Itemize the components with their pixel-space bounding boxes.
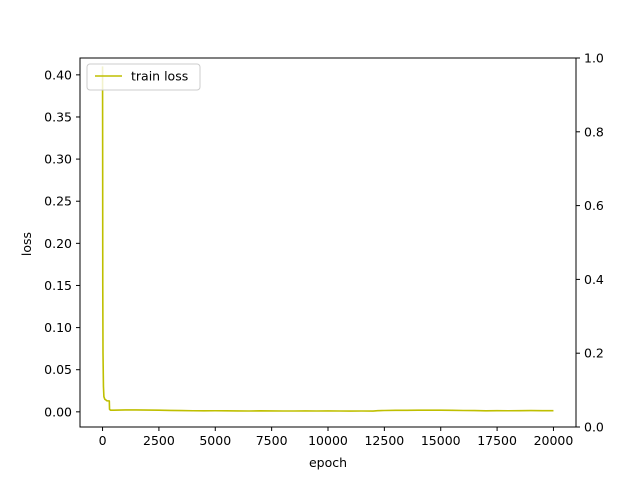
left-y-axis: 0.00 0.05 0.10 0.15 0.20 0.25 0.30 0.35 0.40 <box>44 67 80 419</box>
y-tick-label-2: 0.10 <box>44 320 72 335</box>
x-tick-label-2: 5000 <box>199 433 231 448</box>
x-tick-label-6: 15000 <box>421 433 461 448</box>
y-tick-label-4: 0.20 <box>44 236 72 251</box>
y2-tick-label-4: 0.8 <box>584 124 604 139</box>
y-tick-label-5: 0.25 <box>44 194 72 209</box>
x-tick-label-8: 20000 <box>534 433 574 448</box>
x-tick-label-7: 17500 <box>477 433 517 448</box>
y2-tick-label-0: 0.0 <box>584 420 604 435</box>
x-axis: 0 2500 5000 7500 10000 12500 15000 17500 20000 <box>99 427 574 448</box>
x-tick-label-1: 2500 <box>143 433 175 448</box>
x-tick-label-3: 7500 <box>256 433 288 448</box>
legend-label-0: train loss <box>131 69 188 84</box>
y-tick-label-0: 0.00 <box>44 404 72 419</box>
series-line-0 <box>101 66 554 412</box>
y-tick-label-3: 0.15 <box>44 278 72 293</box>
y-tick-label-8: 0.40 <box>44 67 72 82</box>
x-tick-label-0: 0 <box>99 433 107 448</box>
y-tick-label-1: 0.05 <box>44 362 72 377</box>
y-axis-label: loss <box>19 232 34 256</box>
y-tick-label-7: 0.35 <box>44 109 72 124</box>
legend-box <box>86 63 201 91</box>
x-tick-label-4: 10000 <box>308 433 348 448</box>
legend: train loss <box>86 63 201 91</box>
series-layer <box>101 66 554 412</box>
y-tick-label-6: 0.30 <box>44 152 72 167</box>
right-y-axis: 0.0 0.2 0.4 0.6 0.8 1.0 <box>576 51 604 435</box>
x-axis-label: epoch <box>309 455 347 470</box>
y2-tick-label-2: 0.4 <box>584 272 604 287</box>
y2-tick-label-5: 1.0 <box>584 51 604 66</box>
y2-tick-label-1: 0.2 <box>584 346 604 361</box>
y2-tick-label-3: 0.6 <box>584 198 604 213</box>
x-tick-label-5: 12500 <box>364 433 404 448</box>
